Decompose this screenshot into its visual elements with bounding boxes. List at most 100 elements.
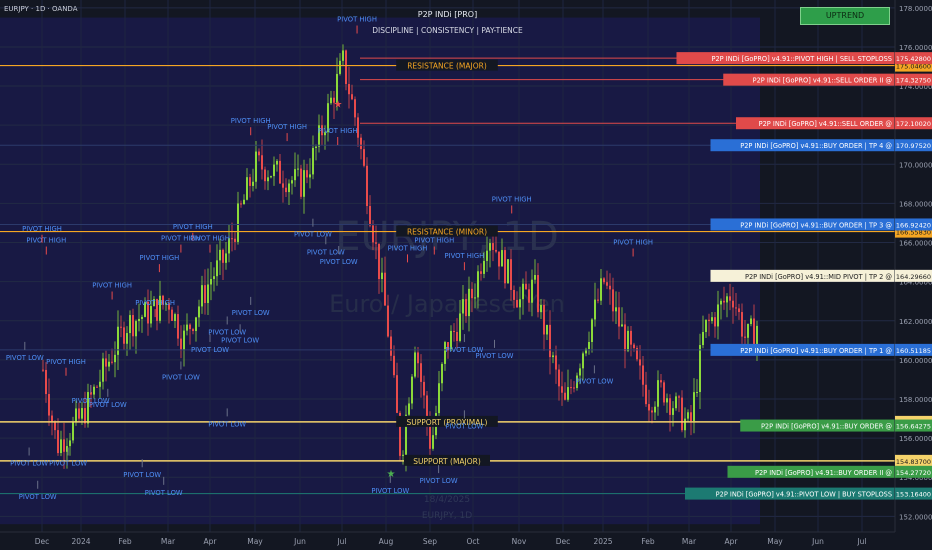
candle-body [669, 398, 671, 415]
candle-body [495, 249, 497, 252]
candle-body [603, 278, 605, 283]
candle-body [339, 60, 341, 74]
order-label: P2P INDi [GoPRO] v4.91::SELL ORDER II @ [753, 77, 893, 85]
candle-body [222, 249, 224, 263]
candle-body [111, 361, 113, 363]
order-label-bg [685, 487, 895, 500]
candle-body [99, 381, 101, 387]
order-label: P2P INDi [GoPRO] v4.91::MID PIVOT | TP 2… [745, 273, 892, 281]
candle-body [144, 301, 146, 317]
candle-body [420, 363, 422, 382]
candle-body [720, 300, 722, 305]
candle-body [189, 324, 191, 330]
candle-body [687, 412, 689, 419]
candle-body [351, 94, 353, 100]
candle-body [57, 430, 59, 454]
candle-body [528, 289, 530, 303]
order-label: P2P INDi [GoPRO] v4.91::BUY ORDER | TP 4… [740, 142, 892, 150]
candle-body [513, 289, 515, 300]
order-price-text: 166.92420 [896, 221, 931, 229]
pivot-label: PIVOT LOW [232, 309, 270, 317]
candle-body [186, 324, 188, 331]
candle-body [72, 421, 74, 441]
candle-body [735, 307, 737, 309]
candle-body [234, 238, 236, 242]
candle-body [312, 147, 314, 175]
candle-body [399, 412, 401, 456]
candle-body [630, 330, 632, 345]
candle-body [579, 368, 581, 376]
pivot-label: PIVOT LOW [208, 420, 246, 428]
order-label: P2P INDi [GoPRO] v4.91::BUY ORDER | TP 1… [740, 347, 892, 355]
candle-body [576, 375, 578, 388]
candle-body [468, 288, 470, 317]
level-label: SUPPORT (MAJOR) [413, 457, 481, 466]
indicator-title: P2P INDi [PRO] [417, 10, 478, 19]
level-label-bg [404, 454, 490, 466]
x-tick-label: Apr [204, 537, 218, 546]
x-tick-label: Jul [336, 537, 346, 546]
candle-body [708, 319, 710, 322]
candle-body [45, 369, 47, 395]
candle-body [384, 272, 386, 306]
x-tick-label: Sep [423, 537, 437, 546]
x-tick-label: Nov [512, 537, 527, 546]
candle-body [693, 392, 695, 422]
candle-body [534, 275, 536, 280]
candle-body [480, 271, 482, 274]
pivot-label: PIVOT HIGH [318, 127, 358, 135]
y-tick-label: 178.00000 [899, 5, 932, 13]
pivot-label: PIVOT LOW [162, 373, 200, 381]
candle-body [678, 396, 680, 398]
candle-body [738, 308, 740, 313]
order-price-text: 160.51185 [896, 347, 931, 355]
candle-body [639, 359, 641, 366]
candle-body [510, 259, 512, 290]
candle-body [684, 418, 686, 431]
candle-body [321, 125, 323, 136]
candle-body [291, 180, 293, 184]
candle-body [648, 404, 650, 411]
pivot-label: PIVOT HIGH [140, 254, 180, 262]
candle-body [636, 348, 638, 360]
candle-body [705, 319, 707, 332]
candle-body [174, 314, 176, 321]
candle-body [69, 440, 71, 447]
pivot-label: PIVOT HIGH [161, 235, 201, 243]
candle-body [699, 345, 701, 393]
candle-body [192, 329, 194, 332]
candle-body [633, 344, 635, 349]
candle-body [726, 296, 728, 303]
order-label-bg [723, 73, 895, 86]
candle-body [267, 177, 269, 182]
candle-body [681, 397, 683, 431]
candle-body [288, 183, 290, 193]
order-label-bg [710, 218, 895, 231]
candle-body [342, 50, 344, 61]
candle-body [453, 330, 455, 332]
candle-body [294, 169, 296, 181]
x-tick-label: Aug [379, 537, 394, 546]
watermark-desc: Euro / Japanese Yen [329, 290, 565, 318]
candle-body [516, 299, 518, 308]
candle-body [357, 117, 359, 138]
candle-body [225, 253, 227, 263]
candle-body [90, 392, 92, 395]
y-tick-label: 164.00000 [899, 279, 932, 287]
order-label: P2P INDi [GoPRO] v4.91::BUY ORDER | TP 3… [740, 221, 892, 229]
candle-body [324, 132, 326, 136]
pivot-label: PIVOT HIGH [231, 117, 271, 125]
candle-body [651, 410, 653, 413]
candle-body [588, 342, 590, 349]
pivot-label: PIVOT LOW [294, 231, 332, 239]
candle-body [414, 352, 416, 377]
candle-body [444, 342, 446, 364]
candle-body [750, 318, 752, 325]
candle-body [195, 317, 197, 332]
order-price-text: 154.27720 [896, 469, 931, 477]
candle-body [609, 285, 611, 290]
candle-body [105, 358, 107, 367]
candle-body [171, 309, 173, 321]
level-label-bg [396, 415, 498, 427]
